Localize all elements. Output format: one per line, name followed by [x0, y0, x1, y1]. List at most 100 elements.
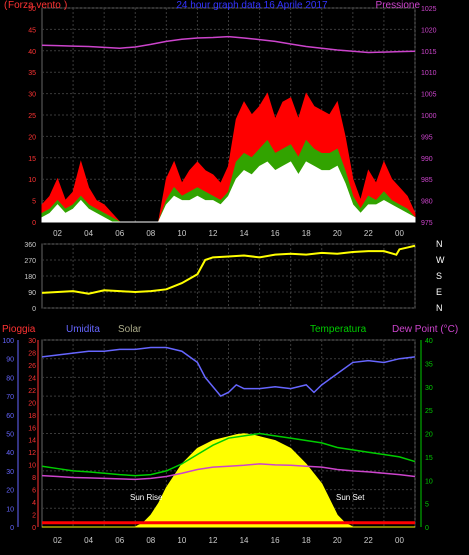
pressure-right-tick-label: 1025 [421, 6, 437, 13]
humidity-axis-title: Umidita [66, 324, 100, 335]
rain-tick-label: 20 [28, 400, 36, 407]
rain-tick-label: 26 [28, 363, 36, 370]
humidity-tick-label: 0 [10, 525, 14, 532]
humidity-tick-label: 100 [2, 338, 14, 345]
compass-label: S [436, 271, 442, 281]
direction-tick-label: 360 [24, 242, 36, 249]
sunset-label: Sun Set [336, 493, 365, 502]
weather-x-tick-label: 22 [364, 536, 373, 545]
rain-tick-label: 28 [28, 350, 36, 357]
wind-left-tick-label: 10 [28, 177, 36, 184]
wind-x-tick-label: 20 [333, 229, 342, 238]
compass-label: N [436, 239, 443, 249]
wind-x-tick-label: 22 [364, 229, 373, 238]
wind-left-tick-label: 35 [28, 70, 36, 77]
temperature-tick-label: 15 [425, 455, 433, 462]
weather-x-tick-label: 06 [115, 536, 124, 545]
rain-tick-label: 18 [28, 413, 36, 420]
weather-x-tick-label: 14 [240, 536, 249, 545]
wind-direction-line [41, 244, 416, 295]
weather-x-tick-label: 08 [146, 536, 155, 545]
weather-x-tick-label: 20 [333, 536, 342, 545]
rain-tick-label: 8 [32, 475, 36, 482]
wind-x-tick-label: 12 [209, 229, 218, 238]
weather-x-tick-label: 12 [209, 536, 218, 545]
humidity-tick-label: 30 [6, 469, 14, 476]
pressure-right-tick-label: 1000 [421, 113, 437, 120]
dew-point-line [41, 463, 416, 481]
weather-x-tick-label: 02 [53, 536, 62, 545]
compass-label: W [436, 255, 445, 265]
wind-left-tick-label: 40 [28, 49, 36, 56]
weather-x-tick-label: 04 [84, 536, 93, 545]
temperature-tick-label: 10 [425, 478, 433, 485]
direction-tick-label: 180 [24, 274, 36, 281]
rain-tick-label: 16 [28, 425, 36, 432]
wind-left-tick-label: 45 [28, 27, 36, 34]
weather-x-tick-label: 16 [271, 536, 280, 545]
dew-point-axis-title: Dew Point (°C) [392, 324, 458, 335]
rain-tick-label: 6 [32, 488, 36, 495]
weather-x-tick-label: 18 [302, 536, 311, 545]
wind-left-paren: ( [4, 0, 8, 11]
chart-title: 24 hour graph data 16 Aprile 2017 [176, 0, 328, 11]
temperature-line [41, 432, 416, 477]
humidity-tick-label: 10 [6, 506, 14, 513]
direction-tick-label: 90 [28, 290, 36, 297]
wind-axis-title: Forza vento [8, 0, 61, 11]
temperature-tick-label: 5 [425, 502, 429, 509]
humidity-tick-label: 70 [6, 394, 14, 401]
wind-left-tick-label: 20 [28, 134, 36, 141]
temperature-tick-label: 25 [425, 408, 433, 415]
rain-tick-label: 22 [28, 388, 36, 395]
pressure-right-tick-label: 1005 [421, 92, 437, 99]
wind-x-tick-label: 00 [395, 229, 404, 238]
wind-x-tick-label: 10 [177, 229, 186, 238]
wind-left-tick-label: 0 [32, 220, 36, 227]
wind-x-tick-label: 16 [271, 229, 280, 238]
rain-tick-label: 4 [32, 500, 36, 507]
rain-bar [42, 521, 415, 525]
wind-x-tick-label: 08 [146, 229, 155, 238]
wind-x-tick-label: 06 [115, 229, 124, 238]
humidity-tick-label: 20 [6, 488, 14, 495]
pressure-right-tick-label: 990 [421, 156, 433, 163]
pressure-right-tick-label: 1020 [421, 27, 437, 34]
humidity-tick-label: 50 [6, 432, 14, 439]
rain-tick-label: 2 [32, 513, 36, 520]
temperature-tick-label: 0 [425, 525, 429, 532]
wind-left-tick-label: 5 [32, 199, 36, 206]
rain-tick-label: 0 [32, 525, 36, 532]
humidity-tick-label: 90 [6, 357, 14, 364]
weather-x-tick-label: 10 [177, 536, 186, 545]
humidity-tick-label: 40 [6, 450, 14, 457]
wind-x-tick-label: 18 [302, 229, 311, 238]
wind-right-paren: ) [64, 0, 67, 11]
temperature-tick-label: 30 [425, 385, 433, 392]
pressure-line [41, 35, 416, 54]
wind-left-tick-label: 25 [28, 113, 36, 120]
pressure-right-tick-label: 1010 [421, 70, 437, 77]
temperature-axis-title: Temperatura [310, 324, 367, 335]
pressure-right-tick-label: 1015 [421, 49, 437, 56]
wind-left-tick-label: 30 [28, 92, 36, 99]
wind-area-series-3 [41, 161, 416, 223]
rain-tick-label: 24 [28, 375, 36, 382]
direction-tick-label: 0 [32, 306, 36, 313]
pressure-right-tick-label: 975 [421, 220, 433, 227]
temperature-tick-label: 35 [425, 361, 433, 368]
sunrise-label: Sun Rise [130, 493, 163, 502]
rain-tick-label: 10 [28, 463, 36, 470]
compass-label: E [436, 287, 442, 297]
solar-axis-title: Solar [118, 324, 142, 335]
rain-tick-label: 14 [28, 438, 36, 445]
rain-tick-label: 30 [28, 338, 36, 345]
temperature-tick-label: 40 [425, 338, 433, 345]
wind-x-tick-label: 14 [240, 229, 249, 238]
wind-left-tick-label: 50 [28, 6, 36, 13]
wind-left-tick-label: 15 [28, 156, 36, 163]
weather-x-tick-label: 00 [395, 536, 404, 545]
pressure-axis-title: Pressione [376, 0, 421, 11]
direction-tick-label: 270 [24, 258, 36, 265]
